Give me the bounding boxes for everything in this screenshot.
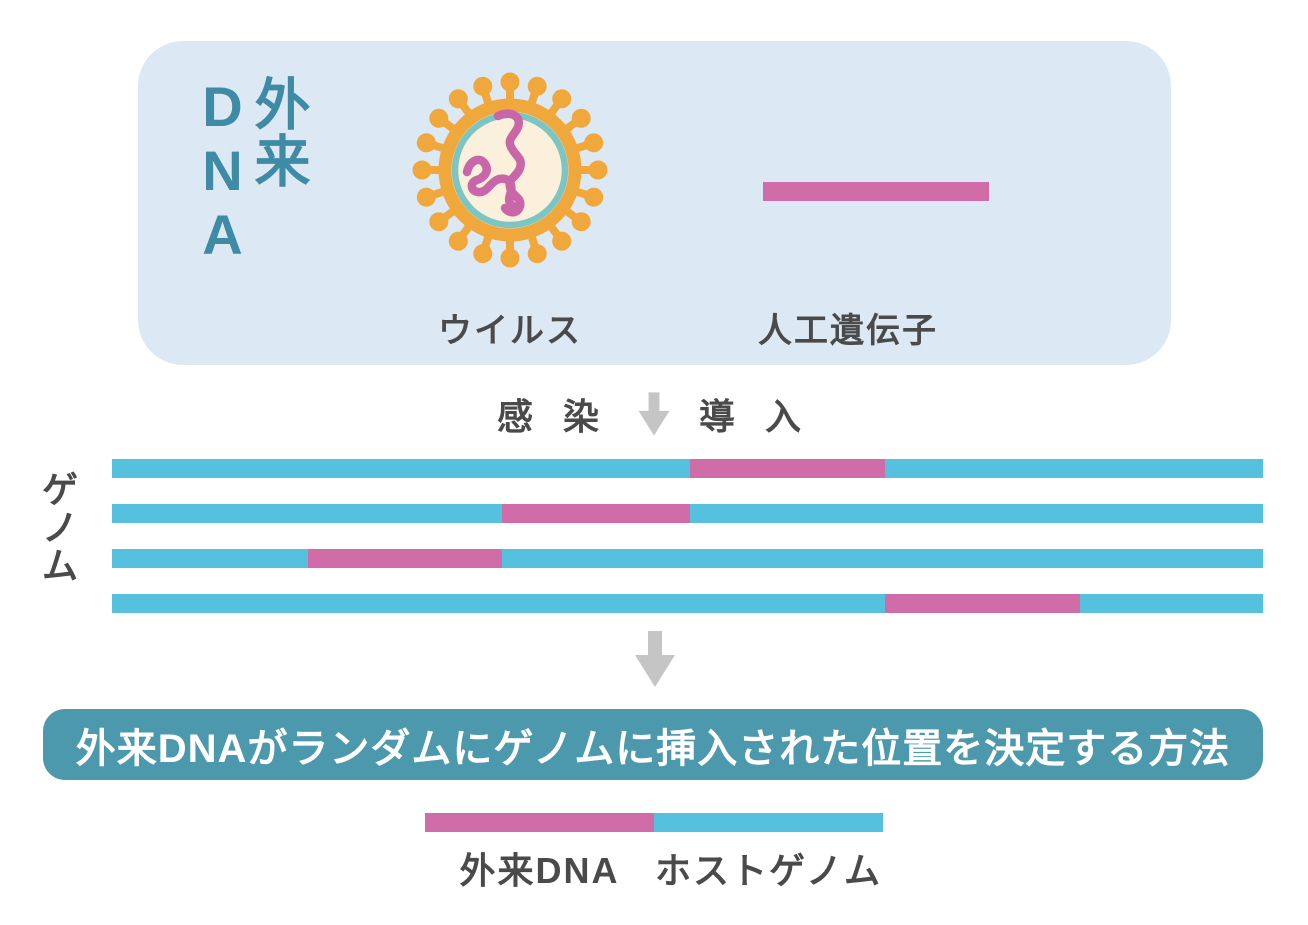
virus-label: ウイルス [438, 312, 582, 350]
down-arrow-icon [633, 631, 677, 687]
legend-bar [425, 813, 883, 832]
genome-insert [502, 504, 690, 523]
legend-label-host-genome: ホストゲノム [655, 850, 882, 891]
genome-insert [885, 594, 1080, 613]
artificial-gene-label: 人工遺伝子 [758, 312, 938, 350]
genome-bar [112, 594, 1263, 613]
genome-bar [112, 459, 1263, 478]
introduction-label: 導 入 [699, 396, 812, 437]
method-banner: 外来DNAがランダムにゲノムに挿入された位置を決定する方法 [43, 709, 1263, 780]
genome-bar [112, 504, 1263, 523]
legend-labels: 外来DNA ホストゲノム [425, 842, 883, 894]
genome-insert [689, 459, 886, 478]
method-banner-text: 外来DNAがランダムにゲノムに挿入された位置を決定する方法 [75, 726, 1231, 771]
legend-label-foreign-dna: 外来DNA [459, 850, 620, 891]
genome-insert [307, 549, 503, 568]
dna-squiggle-icon [462, 155, 525, 211]
legend-swatch [654, 813, 883, 832]
artificial-gene-bar [763, 182, 989, 201]
legend-swatch [425, 813, 654, 832]
genome-bars [112, 459, 1263, 639]
panel-title-vertical: 外来DNA [191, 75, 310, 267]
process-row: 感 染 導 入 [0, 388, 1308, 440]
genome-bar [112, 549, 1263, 568]
virus-icon [410, 70, 610, 270]
genome-label-vertical: ゲノム [36, 470, 77, 584]
virus-envelope [438, 98, 582, 242]
virus-svg [412, 72, 608, 268]
foreign-dna-panel: 外来DNA [138, 41, 1171, 365]
infection-label: 感 染 [496, 396, 609, 437]
down-arrow-icon [638, 392, 670, 436]
